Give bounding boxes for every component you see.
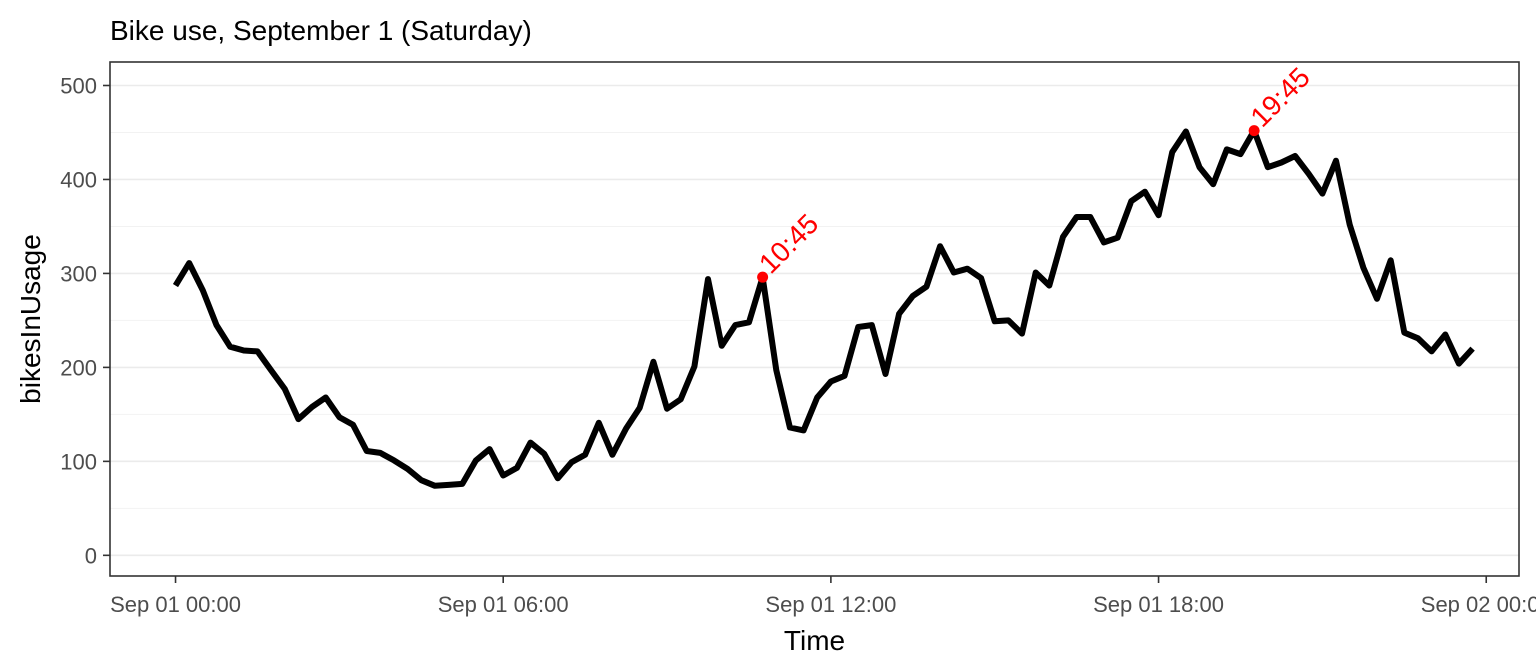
y-tick-label: 100: [60, 449, 97, 474]
series-line-bikes-in-usage: [172, 127, 1475, 489]
grid: [110, 84, 1519, 557]
x-tick-label: Sep 01 00:00: [110, 592, 241, 617]
y-axis: 0 100 200 300 400 500: [60, 73, 110, 568]
peak-label: 10:45: [753, 208, 824, 279]
y-tick-label: 200: [60, 355, 97, 380]
x-axis-title: Time: [784, 625, 845, 656]
panel-border: [109, 61, 1520, 577]
x-axis: Sep 01 00:00 Sep 01 06:00 Sep 01 12:00 Sep …: [110, 576, 1536, 617]
x-tick-label: Sep 02 00:00: [1421, 592, 1536, 617]
peak-annotations: 10:45 19:45: [753, 61, 1316, 283]
chart-title: Bike use, September 1 (Saturday): [110, 15, 532, 46]
y-axis-title: bikesInUsage: [15, 234, 46, 404]
peak-marker: [757, 271, 769, 283]
x-tick-label: Sep 01 06:00: [438, 592, 569, 617]
y-tick-label: 400: [60, 167, 97, 192]
x-tick-label: Sep 01 12:00: [765, 592, 896, 617]
x-tick-label: Sep 01 18:00: [1093, 592, 1224, 617]
y-tick-label: 500: [60, 73, 97, 98]
peak-marker: [1248, 125, 1260, 137]
peak-label: 19:45: [1244, 61, 1315, 132]
y-tick-label: 300: [60, 261, 97, 286]
y-tick-label: 0: [85, 543, 97, 568]
